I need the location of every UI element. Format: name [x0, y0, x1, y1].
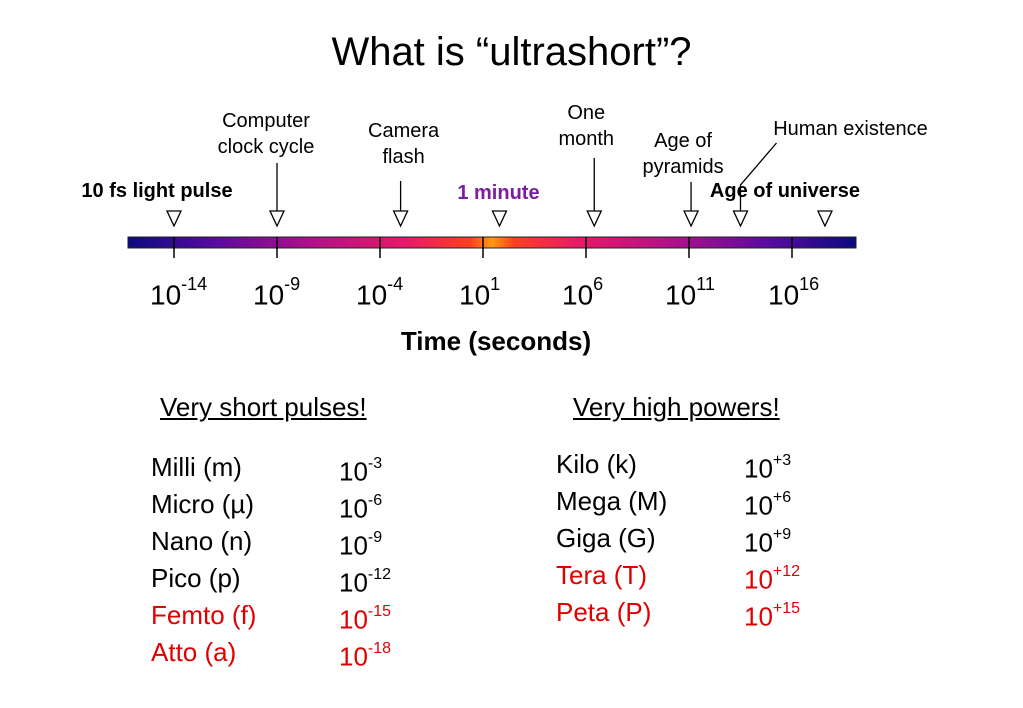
event-pointer — [586, 210, 603, 228]
prefix-value: 10+6 — [744, 489, 792, 521]
timeline — [127, 142, 857, 258]
high-powers-title: Very high powers! — [573, 392, 780, 422]
tick-label: 10-9 — [253, 274, 301, 311]
page-title: What is “ultrashort”? — [331, 30, 692, 74]
event-label: Camera flash — [368, 120, 440, 168]
prefix-name: Pico (p) — [151, 563, 241, 593]
short-pulses-title: Very short pulses! — [160, 392, 367, 422]
prefix-name: Atto (a) — [151, 637, 237, 667]
prefix-row: Nano (n) 10-9 — [151, 524, 431, 561]
prefix-value: 10-12 — [339, 566, 392, 598]
event-pointer — [816, 210, 833, 228]
event-pointer — [683, 210, 700, 228]
tick-label: 1011 — [665, 274, 715, 311]
prefix-name: Kilo (k) — [556, 449, 637, 479]
event-pointer — [268, 210, 286, 228]
event-label: Computer clock cycle — [217, 110, 315, 158]
prefix-name: Milli (m) — [151, 452, 242, 482]
event-pointer — [392, 210, 409, 228]
prefix-value: 10-3 — [339, 455, 383, 487]
prefix-name: Femto (f) — [151, 600, 257, 630]
prefix-row: Giga (G) 10+9 — [556, 521, 836, 558]
timeline-bar — [127, 236, 857, 249]
prefix-name: Mega (M) — [556, 486, 668, 516]
event-label: 10 fs light pulse — [81, 180, 233, 202]
prefix-name: Peta (P) — [556, 597, 652, 627]
prefix-row: Peta (P) 10+15 — [556, 595, 836, 632]
prefix-value: 10-15 — [339, 603, 392, 635]
prefix-value: 10+9 — [744, 526, 792, 558]
axis-label: Time (seconds) — [400, 326, 592, 356]
event-pointer — [732, 210, 749, 228]
event-label: 1 minute — [457, 182, 540, 204]
tick-label: 106 — [562, 274, 604, 311]
prefix-value: 10+12 — [744, 563, 801, 595]
prefix-row: Kilo (k) 10+3 — [556, 447, 836, 484]
prefix-name: Tera (T) — [556, 560, 647, 590]
prefix-value: 10+3 — [744, 452, 792, 484]
tick-label: 1016 — [768, 274, 820, 311]
prefix-row: Milli (m) 10-3 — [151, 450, 431, 487]
prefix-value: 10+15 — [744, 600, 801, 632]
event-label: Human existence — [773, 118, 928, 140]
event-label: One month — [558, 102, 615, 150]
event-pointer — [491, 210, 508, 228]
event-pointer — [165, 210, 183, 228]
prefix-row: Mega (M) 10+6 — [556, 484, 836, 521]
tick-label: 10-14 — [150, 274, 208, 311]
prefix-value: 10-9 — [339, 529, 383, 561]
tick-label: 10-4 — [356, 274, 404, 311]
event-label: Age of pyramids — [642, 130, 724, 178]
prefix-row: Femto (f) 10-15 — [151, 598, 431, 635]
event-label: Age of universe — [709, 180, 860, 202]
prefix-row: Atto (a) 10-18 — [151, 635, 431, 672]
prefix-row: Tera (T) 10+12 — [556, 558, 836, 595]
prefix-value: 10-6 — [339, 492, 383, 524]
prefix-name: Giga (G) — [556, 523, 656, 553]
prefix-name: Nano (n) — [151, 526, 253, 556]
prefix-value: 10-18 — [339, 640, 392, 672]
prefix-name: Micro (µ) — [151, 489, 255, 519]
prefix-row: Pico (p) 10-12 — [151, 561, 431, 598]
prefix-row: Micro (µ) 10-6 — [151, 487, 431, 524]
event-leader-line — [739, 142, 777, 211]
tick-label: 101 — [459, 274, 501, 311]
